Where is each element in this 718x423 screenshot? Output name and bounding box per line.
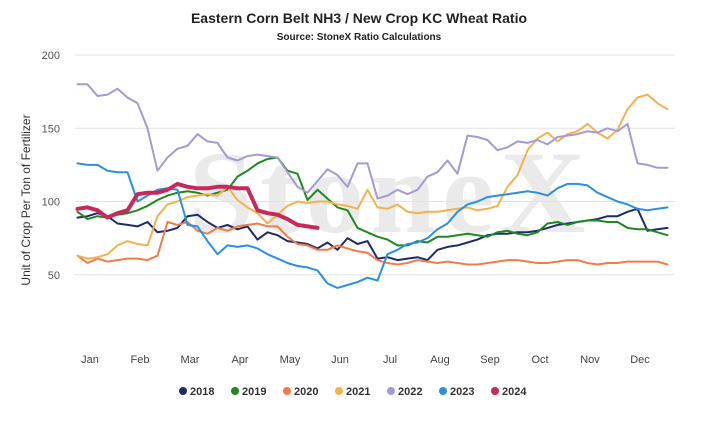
x-tick-label: Oct xyxy=(531,354,548,366)
x-tick-label: Feb xyxy=(131,354,150,366)
x-tick-label: Nov xyxy=(580,354,600,366)
series-line-2019 xyxy=(76,156,669,247)
legend-marker xyxy=(179,387,187,395)
legend-label: 2020 xyxy=(294,386,318,398)
y-tick-label: 200 xyxy=(42,50,60,62)
series-layer xyxy=(75,83,669,289)
legend-label: 2023 xyxy=(450,386,474,398)
x-tick-label: Jul xyxy=(383,354,397,366)
series-line-2018 xyxy=(76,207,669,262)
x-tick-label: Jan xyxy=(81,354,99,366)
x-tick-label: May xyxy=(280,354,301,366)
chart-subtitle: Source: StoneX Ratio Calculations xyxy=(277,32,442,43)
y-axis-label: Unit of Crop Per Ton of Fertilizer xyxy=(19,114,33,285)
x-tick-label: Mar xyxy=(181,354,200,366)
legend-label: 2024 xyxy=(502,386,527,398)
x-tick-label: Jun xyxy=(331,354,349,366)
legend-marker xyxy=(231,387,239,395)
legend-label: 2022 xyxy=(398,386,422,398)
y-tick-label: 50 xyxy=(48,270,60,282)
x-tick-label: Apr xyxy=(231,354,248,366)
legend-item-2019: 2019 xyxy=(231,386,266,398)
series-line-2023 xyxy=(76,162,669,289)
legend-item-2020: 2020 xyxy=(283,386,318,398)
legend-marker xyxy=(439,387,447,395)
series-line-2022 xyxy=(76,83,669,200)
y-tick-label: 150 xyxy=(42,123,60,135)
legend-label: 2018 xyxy=(190,386,214,398)
series-line-2024 xyxy=(75,181,320,230)
legend-label: 2019 xyxy=(242,386,266,398)
x-tick-label: Aug xyxy=(430,354,450,366)
x-tick-label: Dec xyxy=(630,354,650,366)
series-line-2020 xyxy=(76,221,669,266)
legend-marker xyxy=(387,387,395,395)
series-line-2021 xyxy=(76,93,669,260)
legend-item-2021: 2021 xyxy=(335,386,370,398)
legend: 2018 2019 2020 2021 2022 2023 2024 xyxy=(179,386,527,398)
x-tick-label: Sep xyxy=(480,354,500,366)
legend-label: 2021 xyxy=(346,386,370,398)
legend-item-2022: 2022 xyxy=(387,386,422,398)
legend-item-2018: 2018 xyxy=(179,386,214,398)
legend-item-2023: 2023 xyxy=(439,386,474,398)
axis-layer: 50 100 150 200 Jan Feb Mar Apr May Jun Jul Aug Sep Oc… xyxy=(42,50,651,366)
legend-marker xyxy=(335,387,343,395)
legend-marker xyxy=(283,387,291,395)
legend-marker xyxy=(491,387,499,395)
legend-item-2024: 2024 xyxy=(491,386,527,398)
chart-title: Eastern Corn Belt NH3 / New Crop KC Whea… xyxy=(191,10,527,26)
y-tick-label: 100 xyxy=(42,197,60,209)
